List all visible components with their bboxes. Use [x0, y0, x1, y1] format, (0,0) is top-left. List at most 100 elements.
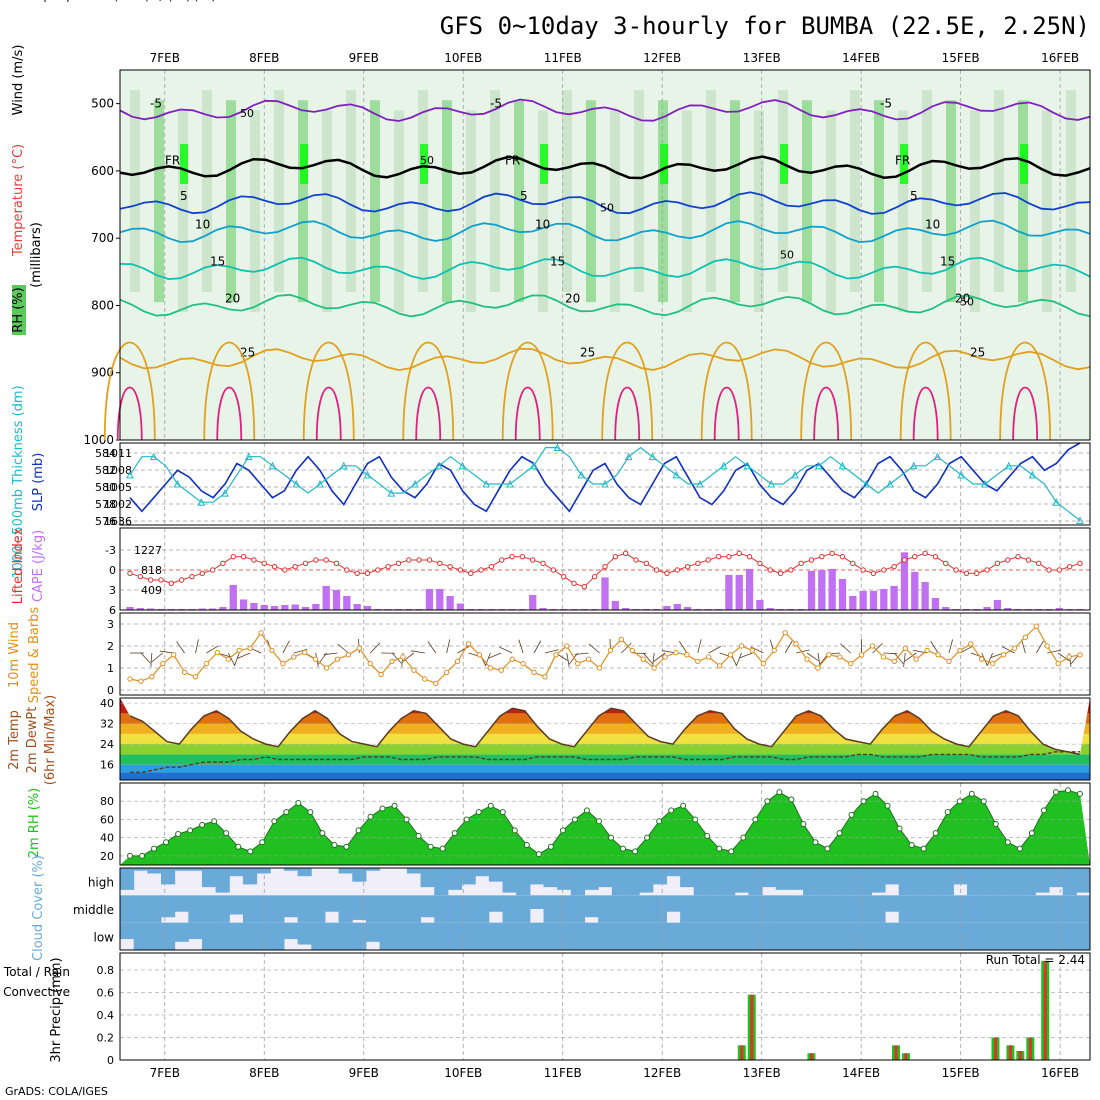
cape-bar: [725, 574, 733, 610]
rh-marker: [247, 848, 254, 855]
x-tick-label-bottom: 9FEB: [349, 1066, 379, 1080]
cloud-high-bar: [352, 868, 367, 882]
thickness-marker: [696, 479, 704, 488]
cape-bar: [539, 607, 547, 610]
isotherm-label: FR: [895, 154, 910, 168]
lifted-index-marker: [127, 570, 133, 577]
x-tick-label-top: 16FEB: [1041, 51, 1079, 65]
cape-bar: [983, 606, 991, 610]
lifted-index-marker: [364, 570, 371, 577]
cape-bar: [188, 608, 196, 610]
x-tick-label-top: 9FEB: [349, 51, 379, 65]
rh-contour-label: 50: [600, 201, 614, 214]
rh-marker: [980, 798, 987, 805]
thickness-tick-label: 578: [95, 498, 116, 511]
cloud-high-bar: [434, 868, 449, 896]
cloud-low-bar: [1021, 922, 1036, 950]
rh-column: [826, 110, 836, 313]
lifted-index-marker: [1005, 557, 1011, 563]
rh-marker: [295, 800, 302, 807]
cloud-low-bar: [147, 922, 162, 950]
wind-barb: [140, 652, 151, 664]
lifted-index-marker: [333, 560, 340, 567]
wind-speed-marker: [760, 660, 767, 667]
cape-bar: [993, 599, 1002, 610]
wind-speed-marker: [170, 652, 177, 658]
lifted-index-marker: [302, 560, 309, 567]
rh-marker: [139, 852, 146, 859]
cloud-low-bar: [201, 922, 217, 950]
pressure-tick-label: 600: [91, 164, 114, 178]
wind-barb: [1001, 646, 1015, 654]
wind-barb: [739, 652, 753, 659]
cloud-high-bar: [365, 868, 381, 871]
lifted-index-marker: [292, 563, 298, 570]
wind-barb: [323, 652, 338, 656]
wind-barb: [234, 652, 240, 667]
lifted-index-marker: [488, 563, 495, 570]
cloud-high-bar: [420, 868, 435, 888]
rh-column: [874, 100, 884, 303]
thickness-tick-label: 576: [95, 515, 116, 528]
pressure-tick-label: 1000: [83, 433, 114, 447]
lifted-index-marker: [963, 570, 970, 577]
lifted-index-marker: [767, 567, 773, 573]
cape-bar: [529, 594, 537, 610]
wind-tick-label: 0: [107, 684, 114, 697]
wind-barb: [1021, 639, 1026, 654]
cloud-middle-bar: [133, 895, 148, 923]
wind-speed-marker: [727, 652, 734, 658]
lifted-index-marker: [870, 570, 877, 577]
lifted-index-marker: [447, 563, 453, 570]
wind-barb: [708, 645, 722, 654]
isotherm-label: 5: [520, 189, 528, 203]
rh-column: [922, 90, 932, 292]
cape-bar: [198, 608, 206, 610]
rh-marker: [1004, 839, 1011, 846]
wind-speed-marker: [837, 654, 843, 660]
lifted-index-marker: [395, 560, 402, 567]
rh-marker: [403, 816, 410, 823]
cloud-low-bar: [639, 922, 654, 950]
thickness-marker: [933, 452, 942, 461]
cape-bar: [415, 608, 423, 610]
wind-speed-marker: [214, 649, 221, 656]
cloud-high-bar: [502, 868, 517, 893]
wind-barb: [588, 643, 600, 654]
cloud-low-bar: [270, 922, 285, 950]
precip-tick-label: 0.8: [97, 964, 115, 977]
surface-isotherm: [514, 386, 541, 441]
lifted-index-marker: [509, 553, 515, 560]
cloud-middle-bar: [967, 895, 982, 923]
rh-marker: [211, 818, 218, 825]
cape-bar: [642, 608, 650, 610]
wind-speed-marker: [389, 658, 395, 665]
cape-bar: [239, 599, 248, 610]
thickness-marker: [1004, 461, 1013, 470]
wind-barb: [1047, 649, 1062, 654]
cloud-middle-bar: [352, 895, 367, 920]
cape-bar: [838, 578, 847, 610]
cloud-middle-bar: [748, 895, 763, 923]
wind-speed-marker: [847, 660, 854, 667]
wind-speed-marker: [149, 674, 155, 680]
cape-bar: [807, 570, 816, 610]
lifted-index-marker: [499, 557, 505, 563]
rh-marker: [944, 809, 951, 816]
cape-bar: [270, 605, 279, 610]
cloud-high-bar: [557, 868, 572, 890]
rh-marker: [259, 839, 266, 846]
cloud-middle-bar: [502, 895, 517, 923]
thickness-marker: [743, 461, 752, 470]
lifted-index-marker: [1015, 553, 1021, 560]
isotherm-label: 20: [225, 291, 240, 305]
lifted-index-marker: [788, 567, 794, 573]
cloud-low-bar: [488, 922, 504, 950]
temp-mask: [120, 698, 1090, 755]
lifted-index-marker: [137, 573, 144, 580]
wind-barb: [568, 652, 579, 665]
x-tick-label-bottom: 13FEB: [743, 1066, 781, 1080]
temp-ylabel-1: 2m Temp: [7, 710, 22, 770]
cape-bar: [219, 606, 227, 610]
cloud-low-bar: [994, 922, 1009, 950]
